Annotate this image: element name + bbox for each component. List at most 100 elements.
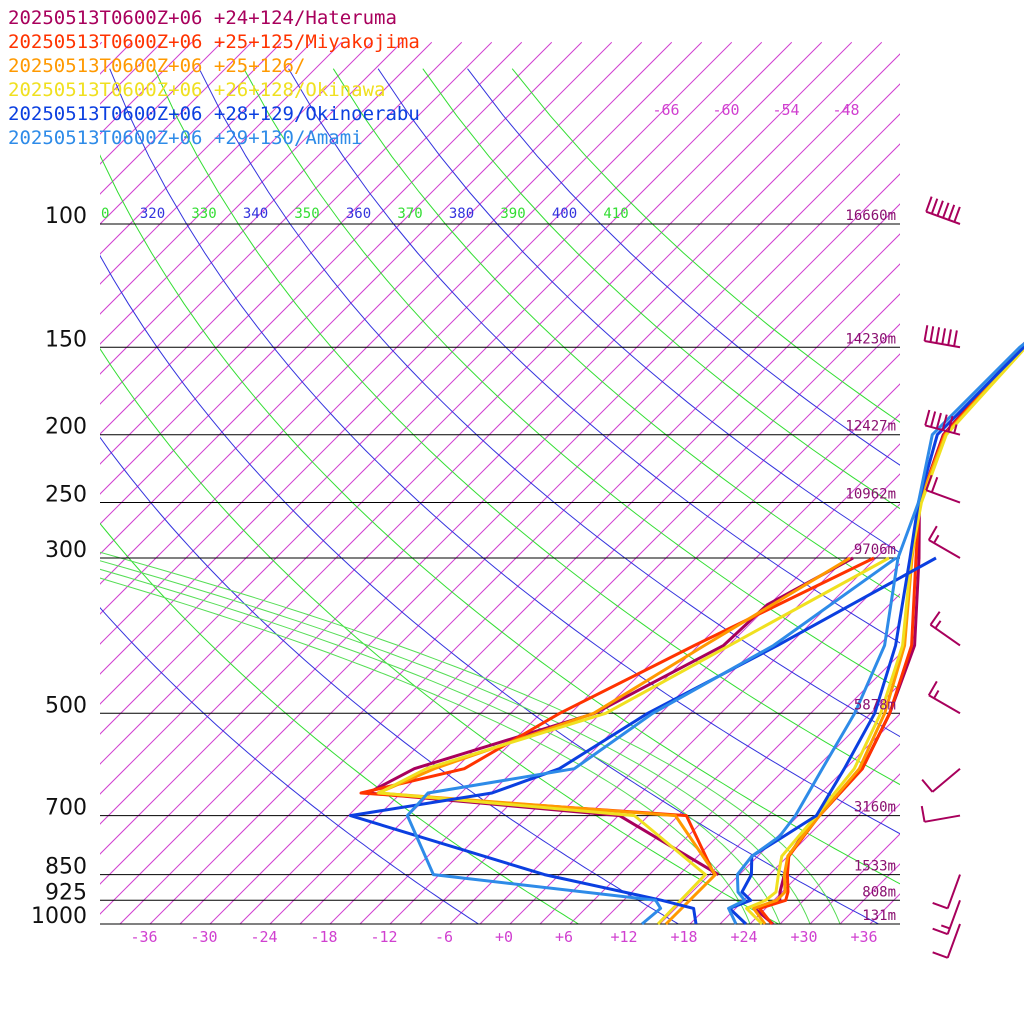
theta-curve	[109, 68, 900, 835]
isotherm-line	[509, 533, 900, 924]
isotherm-line	[100, 41, 523, 465]
isotherm-line	[689, 713, 900, 924]
isotherm-line	[569, 593, 900, 924]
theta-curve	[100, 154, 900, 885]
isotherm-line	[100, 41, 883, 825]
wind-barb	[920, 805, 961, 823]
temperature-line	[758, 343, 1024, 925]
height-label: 10962m	[845, 487, 896, 503]
wind-barb	[923, 325, 961, 349]
temperature-line	[727, 341, 1024, 925]
x-tick-label: +0	[495, 928, 513, 946]
moist-adiabat	[100, 577, 751, 924]
x-tick-label: +6	[555, 928, 573, 946]
isotherm-line	[629, 653, 900, 924]
pressure-label: 100	[45, 204, 87, 229]
x-tick-label: +36	[850, 928, 877, 946]
profile-lines	[348, 341, 1024, 926]
isotherm-line	[100, 41, 583, 525]
height-label: 808m	[862, 884, 896, 900]
isotherm-line	[1020, 42, 1024, 924]
top-temp-label: -66	[652, 101, 679, 119]
pressure-label: 250	[45, 483, 87, 508]
height-label: 12427m	[845, 419, 896, 435]
theta-label: 370	[397, 206, 422, 222]
pressure-label: 700	[45, 796, 87, 821]
isotherm-line	[100, 41, 703, 645]
pressure-label: 1000	[31, 904, 87, 929]
isotherm-line	[599, 623, 900, 924]
x-tick-label: -24	[250, 928, 277, 946]
axis-labels: 100 16660m 150 14230m 200 12427m 250 10962m 300 9…	[31, 101, 896, 946]
theta-curve	[100, 254, 880, 924]
isotherm-line	[100, 41, 193, 135]
moist-adiabat	[100, 551, 841, 924]
theta-curve	[332, 68, 900, 599]
isotherm-line	[100, 41, 733, 675]
legend-entry: 20250513T0600Z+06 +25+126/	[8, 55, 305, 77]
dewpoint-line	[405, 556, 897, 926]
x-tick-label: -36	[130, 928, 157, 946]
isotherm-line	[749, 773, 900, 924]
theta-label: 320	[140, 206, 165, 222]
height-label: 9706m	[854, 542, 896, 558]
legend: 20250513T0600Z+06 +24+124/Hateruma202505…	[8, 7, 420, 149]
top-temp-label: -60	[712, 101, 739, 119]
height-label: 14230m	[845, 331, 896, 347]
wind-barb	[925, 196, 961, 225]
isotherm-line	[100, 41, 763, 705]
isotherm-line	[209, 233, 900, 924]
isotherm-line	[990, 42, 1024, 924]
dewpoint-line	[377, 556, 890, 926]
legend-entry: 20250513T0600Z+06 +28+129/Okinoerabu	[8, 103, 420, 125]
theta-label: 400	[552, 206, 577, 222]
theta-label: 340	[243, 206, 268, 222]
isotherm-line	[100, 41, 373, 315]
theta-curve	[100, 606, 480, 924]
pressure-label: 200	[45, 415, 87, 440]
dewpoint-line	[359, 556, 875, 876]
theta-label: 410	[603, 206, 628, 222]
isotherm-line	[659, 683, 900, 924]
isotherm-line	[100, 41, 313, 255]
isotherm-line	[449, 473, 900, 924]
height-label: 3160m	[854, 800, 896, 816]
isotherm-line	[100, 41, 853, 795]
isotherm-line	[960, 42, 1024, 924]
x-tick-label: -12	[370, 928, 397, 946]
top-temp-label: -54	[772, 101, 799, 119]
isotherm-line	[100, 41, 403, 345]
legend-entry: 20250513T0600Z+06 +29+130/Amami	[8, 127, 363, 149]
pressure-grid	[100, 223, 900, 925]
dewpoint-line	[348, 556, 937, 925]
height-label: 1533m	[854, 859, 896, 875]
x-tick-label: -18	[310, 928, 337, 946]
theta-label: 0	[101, 206, 109, 222]
pressure-label: 925	[45, 880, 87, 905]
theta-curve	[288, 68, 900, 644]
isotherm-line	[359, 383, 900, 924]
isotherm-line	[0, 42, 42, 924]
theta-curve	[100, 436, 680, 924]
pressure-label: 850	[45, 855, 87, 880]
x-tick-label: +12	[610, 928, 637, 946]
isotherm-line	[100, 41, 433, 375]
isotherm-line	[0, 42, 12, 924]
x-tick-label: -6	[435, 928, 453, 946]
isotherm-line	[719, 743, 900, 924]
isotherm-line	[100, 83, 900, 885]
isotherm-line	[179, 203, 900, 924]
theta-curve	[153, 68, 900, 786]
pressure-label: 150	[45, 327, 87, 352]
isotherm-line	[899, 923, 900, 924]
isotherm-line	[930, 42, 1024, 924]
x-tick-label: +24	[730, 928, 757, 946]
isotherm-line	[539, 563, 900, 924]
theta-label: 350	[294, 206, 319, 222]
wind-barb	[932, 923, 961, 959]
temperature-line	[745, 346, 1024, 926]
wind-barb	[932, 874, 961, 910]
isotherm-line	[100, 41, 673, 615]
height-label: 16660m	[845, 208, 896, 224]
theta-curve	[377, 68, 900, 554]
